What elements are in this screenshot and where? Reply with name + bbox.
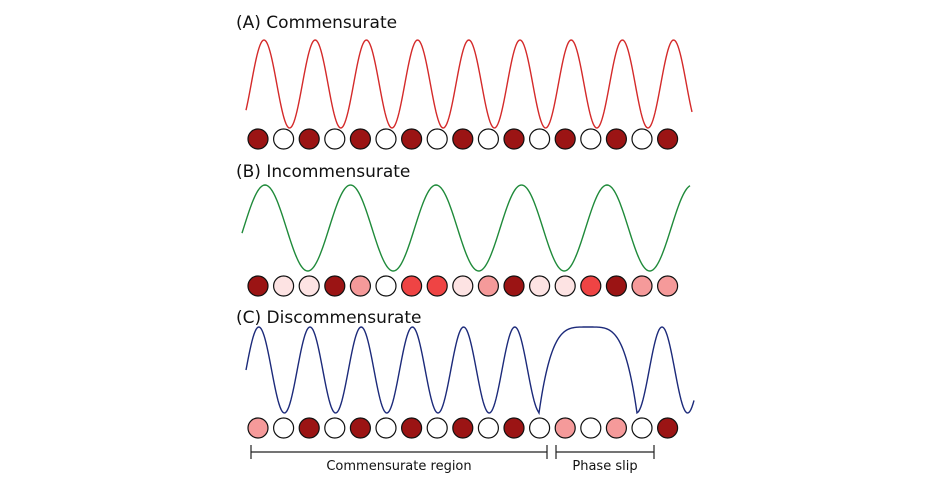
atom <box>349 128 371 150</box>
panel-title: (B) Incommensurate <box>236 162 410 182</box>
atom <box>452 128 474 150</box>
atom <box>477 275 499 297</box>
atom <box>273 275 295 297</box>
atom <box>656 128 679 150</box>
region-label: Phase slip <box>572 459 637 474</box>
atom <box>298 128 320 150</box>
atom <box>401 128 423 150</box>
atom <box>605 275 628 297</box>
atom <box>401 417 423 439</box>
atom <box>452 417 474 439</box>
atom <box>247 128 269 150</box>
waves-and-atoms <box>241 39 695 439</box>
atom <box>580 275 602 297</box>
atom <box>528 128 551 150</box>
atom <box>247 417 269 439</box>
atom <box>477 128 499 150</box>
atom <box>605 417 628 439</box>
atom <box>426 128 448 150</box>
atom <box>375 417 397 439</box>
atom <box>554 128 576 150</box>
atom <box>477 417 499 439</box>
atom <box>401 275 423 297</box>
atom <box>554 417 576 439</box>
wave <box>245 326 695 416</box>
atom <box>375 275 397 297</box>
atom <box>631 275 653 297</box>
atom <box>631 128 653 150</box>
atom <box>375 128 397 150</box>
atom <box>503 128 525 150</box>
atom <box>426 275 448 297</box>
atom <box>605 128 628 150</box>
atom <box>503 275 525 297</box>
atom <box>580 128 602 150</box>
panel-title: (A) Commensurate <box>236 13 397 33</box>
atom <box>349 417 371 439</box>
brackets <box>250 445 655 459</box>
atom <box>298 417 320 439</box>
wave <box>241 184 691 272</box>
atom <box>554 275 576 297</box>
atom <box>273 417 295 439</box>
atom <box>580 417 602 439</box>
region-label: Commensurate region <box>326 459 471 474</box>
atom <box>324 128 346 150</box>
atom <box>298 275 320 297</box>
atom <box>631 417 653 439</box>
atom <box>324 275 346 297</box>
atom <box>656 275 679 297</box>
atom <box>273 128 295 150</box>
atom <box>528 275 551 297</box>
atom <box>503 417 525 439</box>
atom <box>656 417 679 439</box>
atom <box>247 275 269 297</box>
wave <box>245 39 693 129</box>
atom <box>452 275 474 297</box>
panel-title: (C) Discommensurate <box>236 308 421 328</box>
atom <box>426 417 448 439</box>
atom <box>528 417 551 439</box>
atom <box>349 275 371 297</box>
atom <box>324 417 346 439</box>
